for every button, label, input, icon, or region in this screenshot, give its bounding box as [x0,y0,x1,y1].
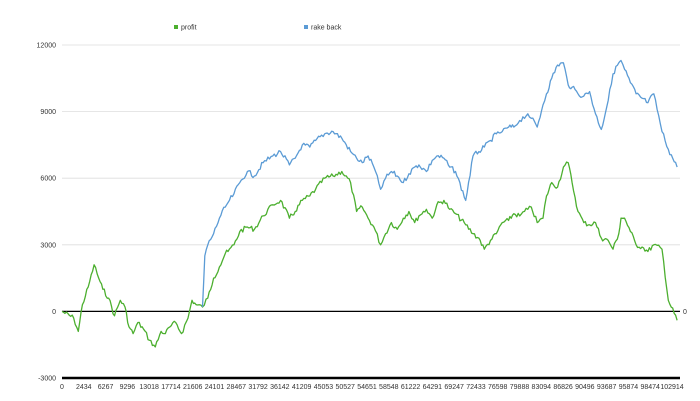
x-tick-label: 31792 [248,384,268,391]
x-tick-label: 86826 [553,384,573,391]
x-tick-label: 79888 [510,384,530,391]
x-tick-label: 28467 [227,384,247,391]
series-line-profit [61,161,678,348]
x-tick-label: 45053 [314,384,334,391]
y-tick-label: -3000 [38,376,56,383]
x-tick-label: 98474 [640,384,660,391]
legend: profit rake back [174,25,342,32]
y-tick-label: 12000 [37,43,57,50]
x-tick-label: 0 [60,384,64,391]
series-group [61,59,678,348]
x-tick-label: 50527 [335,384,355,391]
legend-swatch [304,25,308,29]
zero-annotation: 0 [683,309,687,316]
x-tick-label: 102914 [660,384,683,391]
x-tick-label: 41209 [292,384,312,391]
x-tick-label: 24101 [205,384,225,391]
x-tick-label: 58548 [379,384,399,391]
y-tick-label: 9000 [40,109,56,116]
x-tick-label: 17714 [161,384,181,391]
y-axis-ticks: 12000 9000 6000 3000 0 -3000 [37,43,57,383]
x-tick-label: 69247 [444,384,464,391]
y-tick-label: 6000 [40,176,56,183]
y-tick-label: 3000 [40,242,56,249]
x-tick-label: 61222 [401,384,421,391]
annotations: 0 [683,309,687,316]
x-tick-label: 72433 [466,384,486,391]
legend-swatch [174,25,178,29]
x-tick-label: 36142 [270,384,290,391]
x-tick-label: 54651 [357,384,377,391]
legend-label: profit [181,25,197,32]
series-line-rake-back [201,59,678,308]
x-tick-label: 13018 [139,384,159,391]
x-tick-label: 93687 [597,384,617,391]
x-tick-label: 76598 [488,384,508,391]
x-tick-label: 95874 [619,384,639,391]
legend-label: rake back [311,25,342,32]
x-tick-label: 83094 [532,384,552,391]
x-tick-label: 9296 [120,384,136,391]
gridlines [62,44,680,380]
x-axis-ticks: 0 2434 6267 9296 13018 17714 21606 24101 28467 31… [60,384,684,391]
x-tick-label: 2434 [76,384,92,391]
x-tick-label: 64291 [423,384,443,391]
x-tick-label: 21606 [183,384,203,391]
x-tick-label: 6267 [98,384,114,391]
x-tick-label: 90496 [575,384,595,391]
y-tick-label: 0 [52,309,56,316]
